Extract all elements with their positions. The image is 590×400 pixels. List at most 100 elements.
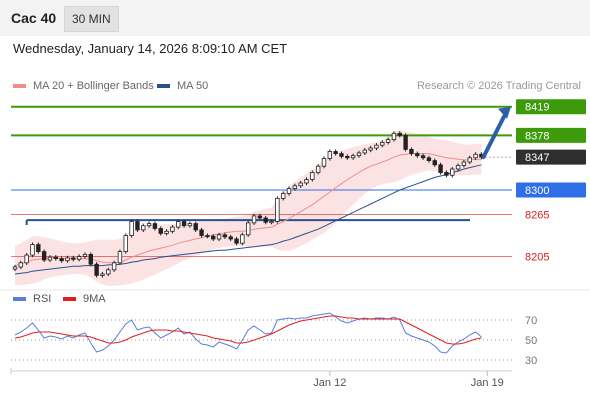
candle [170,226,175,232]
candle [362,149,367,154]
candle [280,193,286,199]
candle [88,253,93,265]
ma20-swatch [13,84,26,88]
candle [292,185,298,190]
candle [111,262,117,271]
candle [234,238,239,244]
level-tag-8419 [516,99,586,115]
candle [310,172,315,180]
candle [444,172,449,176]
candle [420,155,426,159]
candle [473,153,478,159]
candle [269,221,274,224]
level-label-8419: 8419 [525,102,549,114]
candle [181,221,187,227]
candle [356,152,362,157]
level-label-8265: 8265 [525,210,549,222]
candle [36,244,41,253]
candle [432,160,437,166]
candle [409,148,414,154]
candle [164,230,169,234]
candle [368,147,373,151]
candle [327,151,333,159]
ma50-line [14,164,482,275]
level-label-8347: 8347 [525,152,549,164]
candle [450,168,455,176]
legend-ma20: MA 20 + Bollinger Bands [13,80,154,92]
datetime-label: Wednesday, January 14, 2026 8:09:10 AM C… [13,41,288,56]
candle [141,225,146,231]
candle [438,164,443,173]
x-tick-label: Jan 12 [313,377,346,389]
projection-arrow [481,110,508,160]
candle [385,139,391,143]
candle [76,256,82,260]
candle [304,179,309,184]
candle [257,215,263,219]
rsi-swatch [13,297,26,301]
level-tag-8300 [516,182,586,198]
level-label-8205: 8205 [525,252,549,264]
interval-selector[interactable]: 30 MIN [64,6,119,32]
candle [286,188,292,194]
x-tick-label: Jan 19 [471,377,504,389]
candle [71,257,76,260]
candle [205,235,210,238]
rsi-tick-50: 50 [525,335,537,347]
candle [216,234,222,240]
candle [193,223,198,231]
candle [152,223,158,229]
level-tag-8347 [516,149,586,165]
candle [53,256,59,260]
level-tag-8378 [516,127,586,143]
candle [228,236,233,240]
projection-arrowhead [498,106,511,119]
candle [426,157,432,162]
candle [211,235,216,240]
candle [455,165,461,170]
candle [397,132,402,136]
ma20-label: MA 20 + Bollinger Bands [33,80,154,92]
candle [415,153,420,157]
candle [391,132,397,141]
rsi-tick-30: 30 [525,355,537,367]
candle [187,223,193,227]
candle [146,223,152,227]
level-label-8300: 8300 [525,185,549,197]
candle [135,221,140,231]
candle [24,254,29,264]
candle [315,165,321,173]
candle [345,155,350,159]
candle [82,253,88,257]
header-bar: Cac 40 30 MIN [0,0,590,36]
candle [222,234,228,238]
candle [158,228,163,234]
candle [100,273,105,276]
candle [117,251,123,264]
rsi-line [14,312,482,354]
candle [467,157,472,163]
legend-ma50: MA 50 [157,80,208,92]
credit-text: Research © 2026 Trading Central [416,80,581,92]
instrument-title: Cac 40 [11,10,57,26]
rsi-ma-label: 9MA [83,293,106,305]
candle [275,197,280,222]
candle [30,244,35,256]
candle [176,221,181,228]
legend-rsi-ma: 9MA [63,293,106,305]
candle [199,229,204,236]
candle [41,251,47,261]
candle [321,158,327,167]
candle [240,234,245,244]
candle [461,161,467,166]
candle [65,257,70,262]
candle [403,134,408,150]
candle [251,215,257,224]
candle [333,151,338,154]
candle [47,256,53,261]
candle [12,266,18,270]
rsi-tick-70: 70 [525,315,537,327]
candle [129,221,134,236]
